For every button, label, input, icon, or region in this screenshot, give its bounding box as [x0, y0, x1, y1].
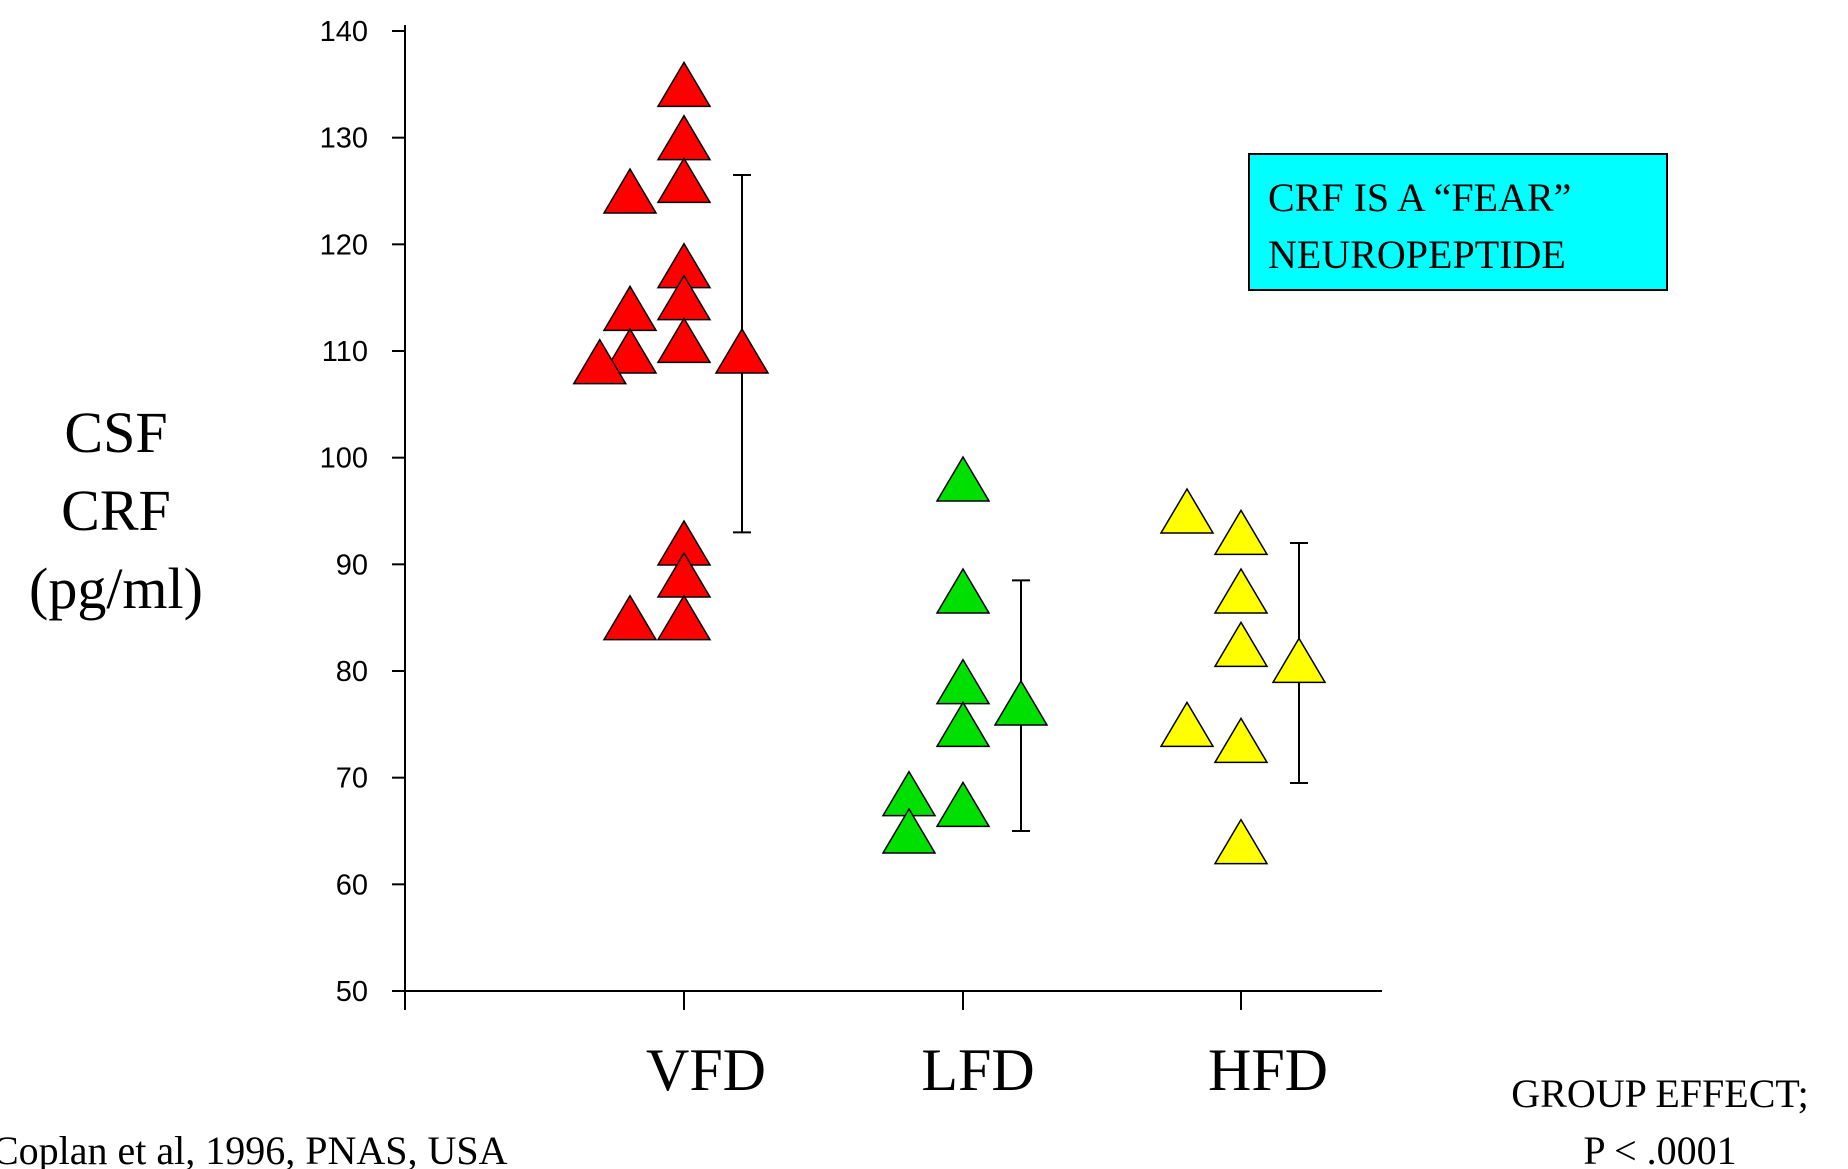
x-category-label-vfd: VFD	[646, 1037, 766, 1103]
data-point-hfd	[1213, 818, 1269, 865]
data-point-lfd	[881, 807, 937, 854]
data-points	[572, 60, 1327, 865]
data-point-hfd	[1213, 567, 1269, 614]
data-point-vfd	[656, 316, 712, 364]
y-tick-label: 110	[322, 336, 368, 368]
data-point-hfd	[1213, 716, 1269, 764]
stats-note-line-1: GROUP EFFECT;	[1511, 1071, 1808, 1116]
y-tick-label: 100	[320, 443, 368, 475]
callout-box	[1248, 153, 1668, 291]
y-tick-label: 50	[336, 976, 368, 1008]
citation-text: Coplan et al, 1996, PNAS, USA	[0, 1128, 508, 1169]
y-tick-label: 80	[336, 656, 368, 688]
data-point-vfd	[602, 284, 658, 332]
data-point-lfd	[935, 658, 991, 705]
y-axis-label-line-2: CRF	[61, 478, 171, 543]
data-point-vfd	[656, 594, 712, 641]
y-axis-label-line-1: CSF	[64, 400, 167, 465]
data-point-hfd	[1159, 700, 1215, 748]
y-tick-label: 70	[336, 763, 368, 795]
y-axis-label-line-3: (pg/ml)	[29, 556, 203, 621]
y-tick-label: 60	[336, 869, 368, 901]
data-point-vfd	[656, 156, 712, 204]
data-point-lfd	[935, 780, 991, 828]
x-axis-ticks	[683, 991, 1242, 1010]
callout-line-2: NEUROPEPTIDE	[1268, 232, 1566, 277]
x-category-label-hfd: HFD	[1208, 1037, 1328, 1103]
x-category-label-lfd: LFD	[921, 1037, 1034, 1103]
mean-marker-lfd	[993, 679, 1049, 726]
data-point-vfd	[602, 594, 658, 641]
data-point-vfd	[572, 338, 628, 385]
callout-line-1: CRF IS A “FEAR”	[1268, 175, 1571, 220]
y-tick-label: 120	[320, 229, 368, 261]
y-axis-ticks: 50 60 70 80 90 100 110 120 130 140	[320, 16, 405, 1008]
data-point-vfd	[656, 60, 712, 108]
stats-note-line-2: P < .0001	[1583, 1128, 1736, 1169]
data-point-hfd	[1213, 620, 1269, 668]
error-bars	[733, 174, 1308, 832]
data-point-hfd	[1213, 508, 1269, 556]
data-point-lfd	[935, 700, 991, 748]
data-point-vfd	[656, 114, 712, 161]
data-point-lfd	[935, 455, 991, 502]
data-point-vfd	[602, 327, 658, 374]
y-tick-label: 130	[320, 123, 368, 155]
data-point-vfd	[602, 167, 658, 214]
mean-marker-vfd	[714, 327, 770, 374]
mean-marker-hfd	[1271, 636, 1327, 684]
data-point-hfd	[1159, 487, 1215, 534]
data-point-lfd	[935, 567, 991, 614]
y-tick-label: 90	[336, 549, 368, 581]
y-tick-label: 140	[320, 16, 368, 48]
